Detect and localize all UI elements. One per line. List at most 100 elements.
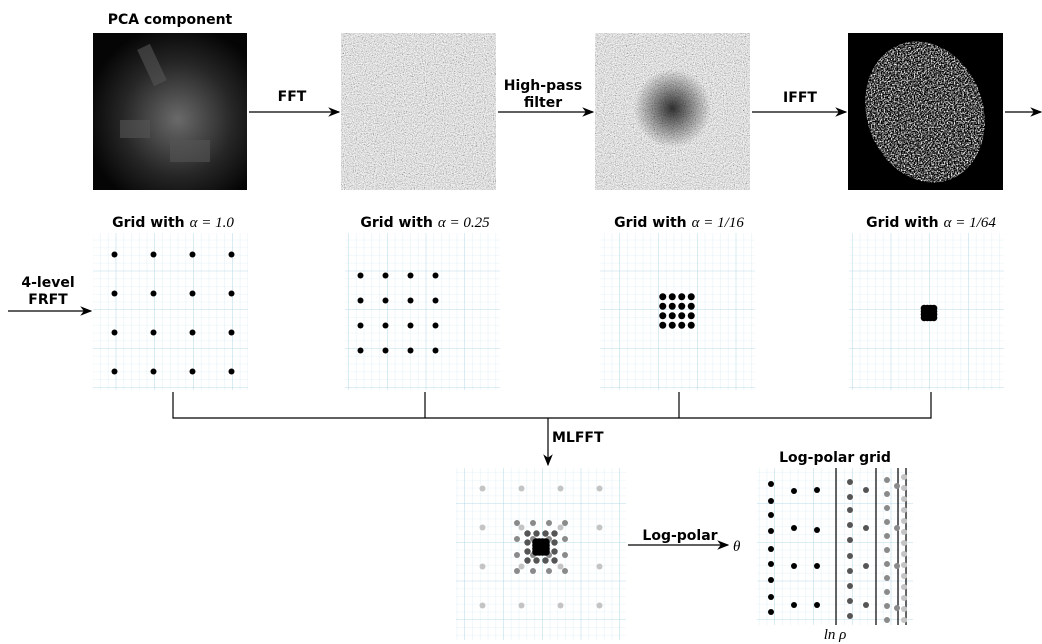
grid-dot [688,293,695,300]
grid-label: Grid with α = 0.25 [360,215,490,231]
grid-dot [669,293,676,300]
grid-dot [814,527,820,533]
grid-dot [688,312,695,319]
grid-dot [768,594,774,600]
grid-dot [669,322,676,329]
image-title: PCA component [108,12,233,28]
grid-dot [480,486,486,492]
grid-dot [847,494,853,500]
grid-dot [884,589,890,595]
grid-dot [847,583,853,589]
grid-dot [768,561,774,567]
axis-label: ln ρ [824,627,847,643]
grid-dot [151,291,157,297]
grid-dot [847,479,853,485]
grid-dot [151,330,157,336]
grid-dot [863,487,869,493]
grid-dot [884,491,890,497]
grid-dot [533,557,539,563]
grid-dot [894,605,900,611]
grid-dot [433,348,439,354]
grid-dot [519,486,525,492]
grid-dot [901,496,907,502]
grid-dot [533,530,539,536]
bracket [173,392,931,418]
grid-label-prefix: Grid with [866,215,938,231]
grid-dot [190,291,196,297]
arrow-label: High-pass [504,78,582,94]
grid-dot [190,252,196,258]
grid-dot [358,298,364,304]
arrow-label: filter [524,95,562,111]
grid-label: Grid withα = 1.0 [112,215,234,231]
grid-dot [112,369,118,375]
pca-image [93,33,247,190]
grid-dot [562,552,568,558]
grid-dot [558,603,564,609]
diagram: PCA component FFT High-pass filter IFFT … [0,0,1042,644]
grid-dot [551,530,557,536]
grid-dot [768,481,774,487]
grid-dot [358,323,364,329]
grid-dot [863,525,869,531]
axis-label: θ [733,539,741,555]
grid-dot [884,561,890,567]
grid-dot [884,603,890,609]
grid-dot [884,477,890,483]
grid-dot [901,518,907,524]
grid-dot [847,522,853,528]
grid-dot [597,525,603,531]
grid-dot [524,539,530,545]
grid-dot [901,606,907,612]
grid-dot [546,568,552,574]
grid-dot [514,520,520,526]
grid-label-prefix: Grid with [360,215,432,231]
grid-dot [901,540,907,546]
grid-dot [433,273,439,279]
grid-dot [791,563,797,569]
grid-dot [190,330,196,336]
grid-dot [669,312,676,319]
grid-dot [659,312,666,319]
grid-dot [151,252,157,258]
grid-dot [514,568,520,574]
grid-dot [480,525,486,531]
grid-dot [530,520,536,526]
grid-dot [408,348,414,354]
grid-dot [558,525,564,531]
grid-dot [768,609,774,615]
grid-dot [863,563,869,569]
grid-dot [546,520,552,526]
grid-dot [433,323,439,329]
grid-dot [863,602,869,608]
grid-dot [542,530,548,536]
grid-label-math: α = 0.25 [438,215,490,231]
grid-dot [542,548,550,556]
grid-dot [383,273,389,279]
grid-dot [229,291,235,297]
grid-dot [847,568,853,574]
grid-dot [597,564,603,570]
grid-dot [383,323,389,329]
grid-dot [814,563,820,569]
grid-dot [847,537,853,543]
grid-dot [383,348,389,354]
grid-dot [551,539,557,545]
highpass-center [595,33,750,190]
grid-dot [408,323,414,329]
grid-dot [884,617,890,623]
arrow-label: Log-polar [642,528,717,544]
grid-dot [524,530,530,536]
fft-image [341,33,496,190]
grid-dot [558,564,564,570]
grid-dot [112,291,118,297]
grid-dot [901,551,907,557]
grid-dot [884,533,890,539]
grid-dot [229,252,235,258]
grid-label-prefix: Grid with [112,215,184,231]
grid-background [757,468,913,625]
grid-dot [847,507,853,513]
grid-dot [530,568,536,574]
grid-title: Log-polar grid [779,450,891,466]
arrow-label: MLFFT [552,430,604,446]
